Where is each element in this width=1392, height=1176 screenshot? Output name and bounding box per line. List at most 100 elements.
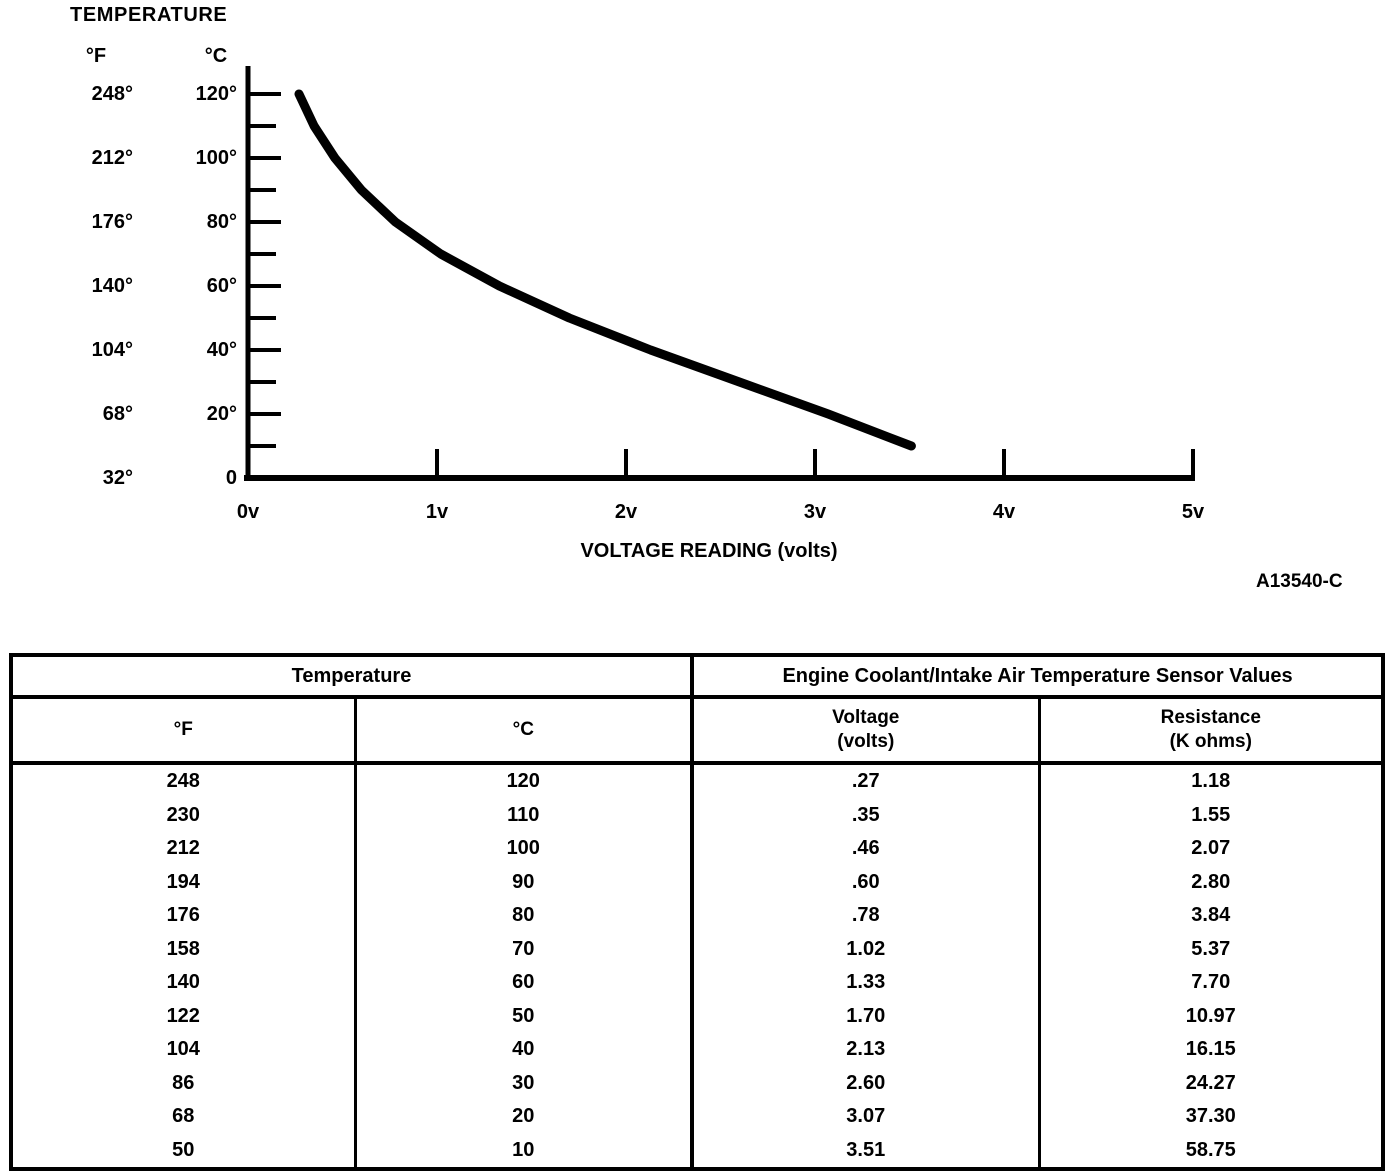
table-cell: 5.37 <box>1191 937 1231 960</box>
y-tick-label-fahrenheit: 140° <box>91 275 133 297</box>
y-tick-label-fahrenheit: 32° <box>102 467 133 489</box>
y-tick-label-fahrenheit: 68° <box>102 403 133 425</box>
table-cell: 3.84 <box>1191 904 1231 927</box>
y-tick-label-celsius: 0 <box>225 467 237 489</box>
x-axis-label: VOLTAGE READING (volts) <box>580 540 838 562</box>
y-tick-label-celsius: 120° <box>195 83 237 105</box>
table-row: 230 110.35 1.55 <box>11 798 1383 832</box>
y-tick-label-fahrenheit: 176° <box>91 211 133 233</box>
table-row: 248 120.27 1.18 <box>11 763 1383 799</box>
column-header-resistance: Resistance (K ohms) <box>1039 697 1384 765</box>
table-row: 86 30 2.60 24.27 <box>11 1066 1383 1100</box>
table-cell: 68 <box>11 1100 357 1134</box>
table-cell: 50 <box>11 1133 357 1169</box>
figure-code: A13540-C <box>1256 571 1343 592</box>
chart-title: TEMPERATURE <box>70 4 228 26</box>
y-tick-label-fahrenheit: 104° <box>91 339 133 361</box>
table-cell: 100 <box>355 832 695 866</box>
table-cell: 1.55 <box>1191 803 1231 826</box>
table-cell: 158 <box>11 932 357 966</box>
table-cell: 2.13 <box>692 1033 1041 1067</box>
y-tick-label-celsius: 20° <box>206 403 237 425</box>
table-cell: 248 <box>11 763 357 799</box>
x-tick-label: 4v <box>992 501 1016 523</box>
column-header-voltage-label: Voltage <box>832 707 900 729</box>
column-header-voltage: Voltage (volts) <box>692 697 1041 765</box>
column-header-resistance-unit: (K ohms) <box>1169 731 1252 752</box>
table-cell: 7.70 <box>1191 971 1231 994</box>
table-cell: 110 <box>355 798 695 832</box>
x-tick-label: 5v <box>1181 501 1205 523</box>
table-group-header-row: Temperature Engine Coolant/Intake Air Te… <box>11 655 1384 699</box>
table-cell: 212 <box>11 832 357 866</box>
table-cell: 10 <box>355 1133 695 1169</box>
y-tick-label-celsius: 100° <box>195 147 237 169</box>
x-tick-label: 0v <box>236 501 260 523</box>
x-tick-label: 2v <box>614 501 638 523</box>
table-cell: 1.70 <box>692 999 1041 1033</box>
table-cell: 10.97 <box>1185 1004 1236 1027</box>
table-cell: 2.07 <box>1191 837 1231 860</box>
y-tick-label-celsius: 60° <box>206 275 237 297</box>
table-cell: 176 <box>11 899 357 933</box>
column-header-voltage-unit: (volts) <box>837 731 895 752</box>
table-cell: .78 <box>692 899 1041 933</box>
table-row: 122 50 1.70 10.97 <box>11 999 1383 1033</box>
table-cell: 90 <box>355 865 695 899</box>
table-cell: 140 <box>11 966 357 1000</box>
table-cell: 30 <box>355 1066 695 1100</box>
table-cell: .60 <box>692 865 1041 899</box>
table-cell: 230 <box>11 798 357 832</box>
table-cell: 70 <box>355 932 695 966</box>
y-tick-label-fahrenheit: 212° <box>91 147 133 169</box>
table-cell: 3.51 <box>692 1133 1041 1169</box>
table-cell: 16.15 <box>1185 1038 1236 1061</box>
table-row: 158 70 1.02 5.37 <box>11 932 1383 966</box>
column-header-celsius: °C <box>355 697 695 765</box>
y-tick-label-celsius: 40° <box>206 339 237 361</box>
table-cell: 50 <box>355 999 695 1033</box>
table-row: 212 100.46 2.07 <box>11 832 1383 866</box>
table-cell: .27 <box>692 763 1041 799</box>
column-header-fahrenheit: °F <box>11 697 357 765</box>
table-cell: 1.18 <box>1191 770 1231 793</box>
table-cell: 122 <box>11 999 357 1033</box>
table-cell: 37.30 <box>1185 1105 1236 1128</box>
table-cell: 86 <box>11 1066 357 1100</box>
celsius-axis-header: °C <box>204 45 228 67</box>
table-cell: .35 <box>692 798 1041 832</box>
table-row: 194 90.60 2.80 <box>11 865 1383 899</box>
table-cell: 40 <box>355 1033 695 1067</box>
table-cell: 104 <box>11 1033 357 1067</box>
table-row: 140 60 1.33 7.70 <box>11 966 1383 1000</box>
table-cell: 1.33 <box>692 966 1041 1000</box>
sensor-curve-plot <box>244 66 1195 481</box>
temperature-group-header: Temperature <box>11 655 695 699</box>
temperature-voltage-chart: TEMPERATURE °F °C 248° 120° 212° 100° 176° 80… <box>70 4 1343 592</box>
sensor-values-table: Temperature Engine Coolant/Intake Air Te… <box>9 653 1386 1171</box>
table-cell: 3.07 <box>692 1100 1041 1134</box>
table-cell: 58.75 <box>1185 1138 1236 1161</box>
x-tick-label: 1v <box>425 501 449 523</box>
table-cell: 80 <box>355 899 695 933</box>
table-cell: 194 <box>11 865 357 899</box>
table-cell: 20 <box>355 1100 695 1134</box>
table-cell: 60 <box>355 966 695 1000</box>
y-tick-label-celsius: 80° <box>206 211 237 233</box>
table-cell: 2.60 <box>692 1066 1041 1100</box>
table-cell: 120 <box>355 763 695 799</box>
table-cell: 2.80 <box>1191 870 1231 893</box>
table-row: 50 10 3.51 58.75 <box>11 1133 1383 1169</box>
x-tick-label: 3v <box>803 501 827 523</box>
table-row: 176 80.78 3.84 <box>11 899 1383 933</box>
fahrenheit-axis-header: °F <box>85 45 107 67</box>
column-header-resistance-label: Resistance <box>1160 707 1261 729</box>
table-row: 68 20 3.07 37.30 <box>11 1100 1383 1134</box>
sensor-values-group-header: Engine Coolant/Intake Air Temperature Se… <box>692 655 1384 699</box>
table-row: 104 40 2.13 16.15 <box>11 1033 1383 1067</box>
y-tick-label-fahrenheit: 248° <box>91 83 133 105</box>
table-cell: 24.27 <box>1185 1071 1236 1094</box>
table-cell: .46 <box>692 832 1041 866</box>
table-cell: 1.02 <box>692 932 1041 966</box>
table-column-header-row: °F °C Voltage (volts) Resistance (K ohms… <box>11 697 1384 765</box>
